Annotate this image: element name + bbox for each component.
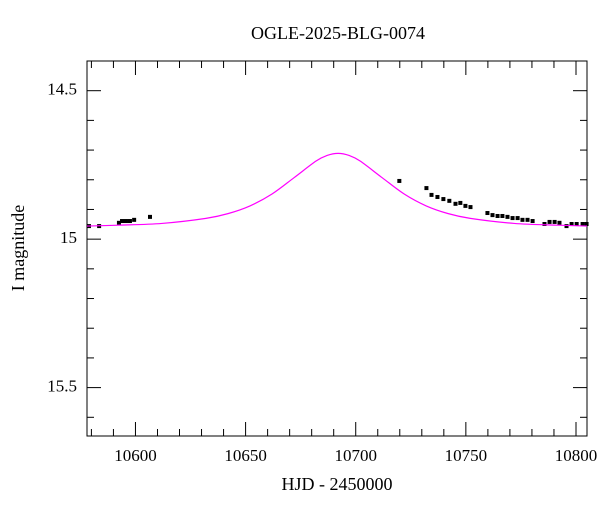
data-point <box>447 198 452 203</box>
data-point <box>441 197 446 202</box>
data-point <box>580 222 585 227</box>
data-point <box>515 216 520 221</box>
data-point <box>463 203 468 208</box>
x-axis-label: HJD - 2450000 <box>282 474 393 494</box>
data-point <box>542 222 547 227</box>
data-point <box>584 222 589 227</box>
data-point <box>147 214 152 219</box>
data-point <box>525 217 530 222</box>
data-point <box>557 220 562 225</box>
data-point <box>510 216 515 221</box>
y-tick-label: 15.5 <box>47 377 77 396</box>
data-point <box>552 219 557 224</box>
data-point <box>435 194 440 199</box>
data-point <box>453 201 458 206</box>
data-point <box>123 219 128 224</box>
data-point <box>397 178 402 183</box>
chart-title: OGLE-2025-BLG-0074 <box>251 23 425 43</box>
data-point <box>458 200 463 205</box>
data-point <box>520 217 525 222</box>
y-axis-label: I magnitude <box>8 205 28 291</box>
data-point <box>132 217 137 222</box>
data-point <box>468 205 473 210</box>
data-point <box>120 219 125 224</box>
plot-frame <box>86 60 588 437</box>
data-point <box>127 219 132 224</box>
data-point <box>569 222 574 227</box>
data-point <box>490 213 495 218</box>
data-point <box>116 220 121 225</box>
x-tick-label: 10750 <box>445 446 488 465</box>
data-point <box>500 213 505 218</box>
data-point <box>574 222 579 227</box>
data-point <box>530 219 535 224</box>
data-point <box>485 211 490 216</box>
data-point <box>547 219 552 224</box>
data-point <box>505 214 510 219</box>
model-curve <box>86 152 588 227</box>
x-tick-label: 10650 <box>224 446 267 465</box>
data-point <box>429 192 434 197</box>
data-point <box>495 213 500 218</box>
data-point <box>424 186 429 191</box>
data-point <box>564 224 569 229</box>
x-tick-label: 10600 <box>114 446 157 465</box>
y-tick-label: 15 <box>60 228 77 247</box>
y-tick-label: 14.5 <box>47 80 77 99</box>
x-tick-label: 10800 <box>555 446 598 465</box>
x-tick-label: 10700 <box>334 446 377 465</box>
